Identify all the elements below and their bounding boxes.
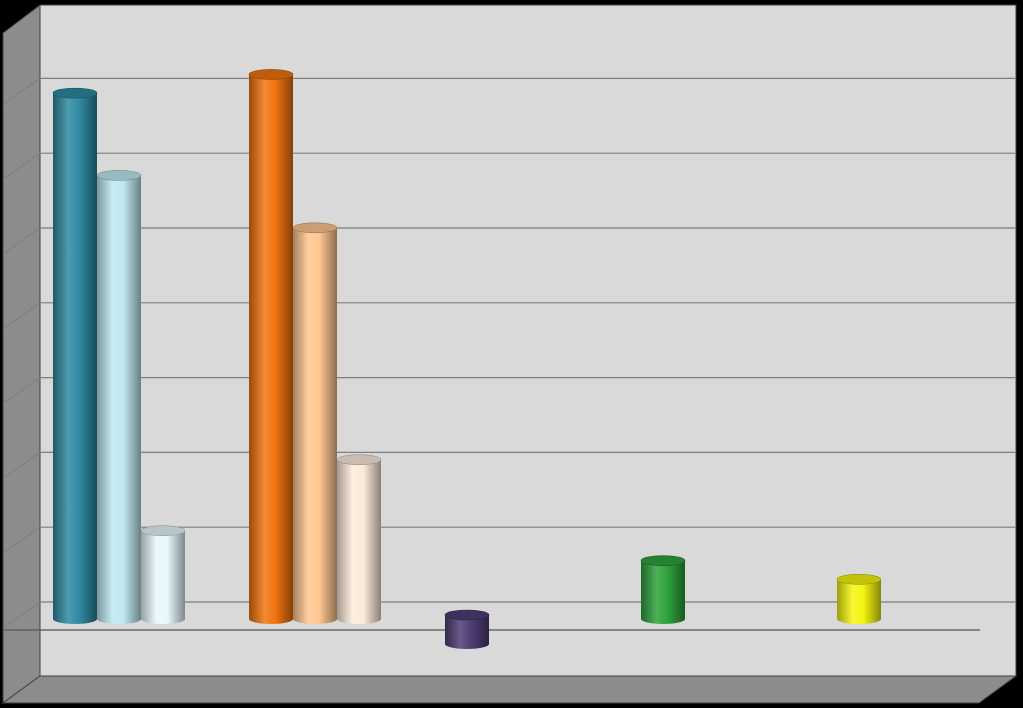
bar-top (292, 222, 338, 234)
bar-body (53, 93, 97, 624)
bar-body (641, 560, 685, 624)
back-wall (39, 4, 1017, 677)
bar-group (640, 555, 686, 624)
bar (836, 574, 882, 624)
bar-body (837, 579, 881, 624)
bar-top (248, 69, 294, 80)
side-gridline (2, 227, 41, 255)
bar (640, 555, 686, 624)
bar (140, 525, 186, 624)
side-gridline (2, 601, 41, 629)
bar (52, 87, 98, 624)
bar-group (444, 609, 490, 649)
side-gridline (2, 451, 41, 479)
side-gridline (2, 77, 41, 105)
bar (336, 454, 382, 624)
side-gridline (2, 302, 41, 330)
bar-body (293, 227, 337, 624)
bar (96, 170, 142, 625)
bar-top (96, 170, 142, 181)
bar-body (249, 74, 293, 624)
floor (1, 675, 1018, 704)
bar-group (248, 69, 382, 624)
side-wall (2, 3, 41, 704)
bar-top (140, 525, 186, 537)
bar (292, 222, 338, 624)
bar-top (336, 454, 382, 465)
bar-body (97, 175, 141, 625)
gridlines (2, 77, 1016, 631)
bar-body (141, 530, 185, 624)
chart-walls (1, 3, 1018, 704)
side-gridline (2, 377, 41, 405)
bar-top (444, 609, 490, 621)
bar-top (640, 555, 686, 566)
bar (444, 609, 490, 649)
bar-top (836, 574, 882, 585)
bar (248, 69, 294, 624)
side-gridline (2, 152, 41, 180)
bar-body (445, 615, 489, 649)
side-gridline (2, 526, 41, 554)
bar-group (836, 574, 882, 624)
bar-group (52, 87, 186, 625)
bars (52, 69, 882, 649)
bar-body (337, 459, 381, 624)
bar-top (52, 87, 98, 99)
